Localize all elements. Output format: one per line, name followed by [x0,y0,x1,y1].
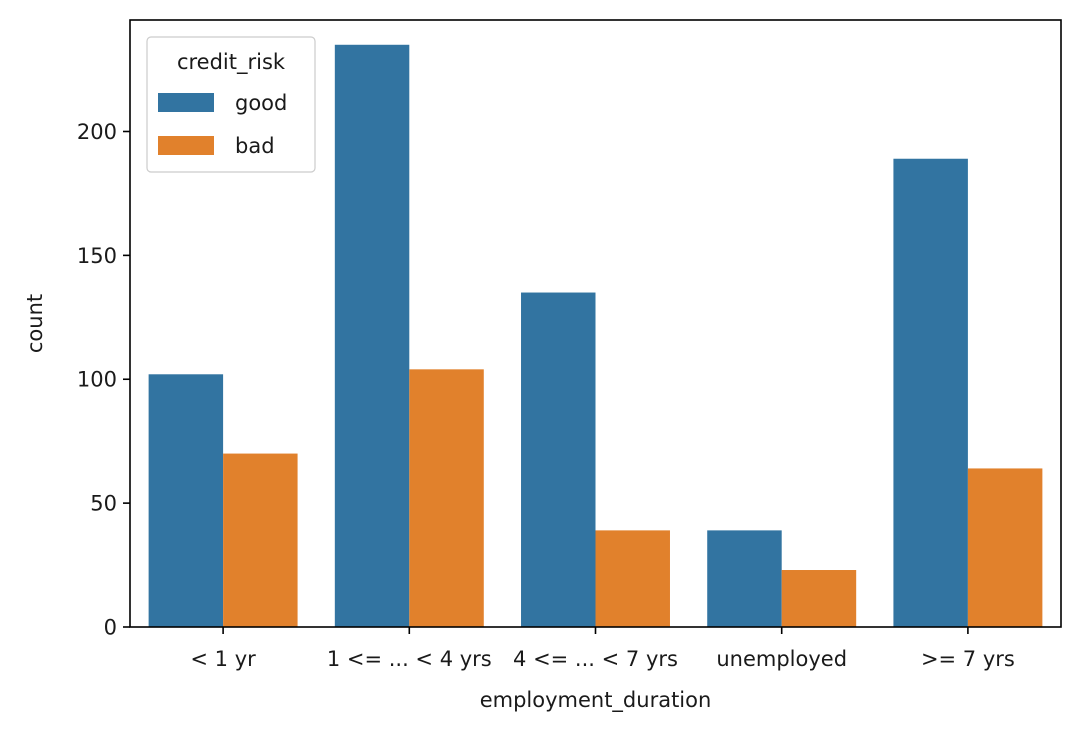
x-tick-label-4: >= 7 yrs [921,647,1015,671]
y-tick-label-0: 0 [104,616,117,640]
x-tick-label-3: unemployed [716,647,847,671]
y-tick-label-2: 100 [77,368,117,392]
y-axis-title: count [23,294,47,353]
y-tick-label-3: 150 [77,244,117,268]
bar-good-2 [521,292,596,627]
bar-good-3 [707,530,782,627]
bar-bad-4 [967,468,1043,627]
legend-swatch-bad [158,136,214,155]
x-axis: < 1 yr 1 <= ... < 4 yrs 4 <= ... < 7 yrs un… [190,627,1015,671]
bar-good-4 [893,158,968,627]
legend-swatch-good [158,93,214,112]
y-axis: 0 50 100 150 200 [77,120,130,640]
y-tick-label-4: 200 [77,120,117,144]
legend-title: credit_risk [177,50,286,75]
x-axis-title: employment_duration [480,688,712,713]
bar-good-1 [334,44,410,627]
legend-label-good: good [235,91,287,115]
legend: credit_risk good bad [146,36,316,173]
legend-label-bad: bad [235,134,275,158]
bar-bad-3 [781,570,857,627]
y-tick-label-1: 50 [90,492,117,516]
bar-good-0 [148,374,224,627]
bar-bad-0 [223,453,298,627]
x-tick-label-1: 1 <= ... < 4 yrs [327,647,492,671]
bar-bad-1 [409,369,484,627]
x-tick-label-2: 4 <= ... < 7 yrs [513,647,678,671]
bars-group [148,44,1043,627]
bar-bad-2 [595,530,670,627]
x-tick-label-0: < 1 yr [190,647,256,671]
